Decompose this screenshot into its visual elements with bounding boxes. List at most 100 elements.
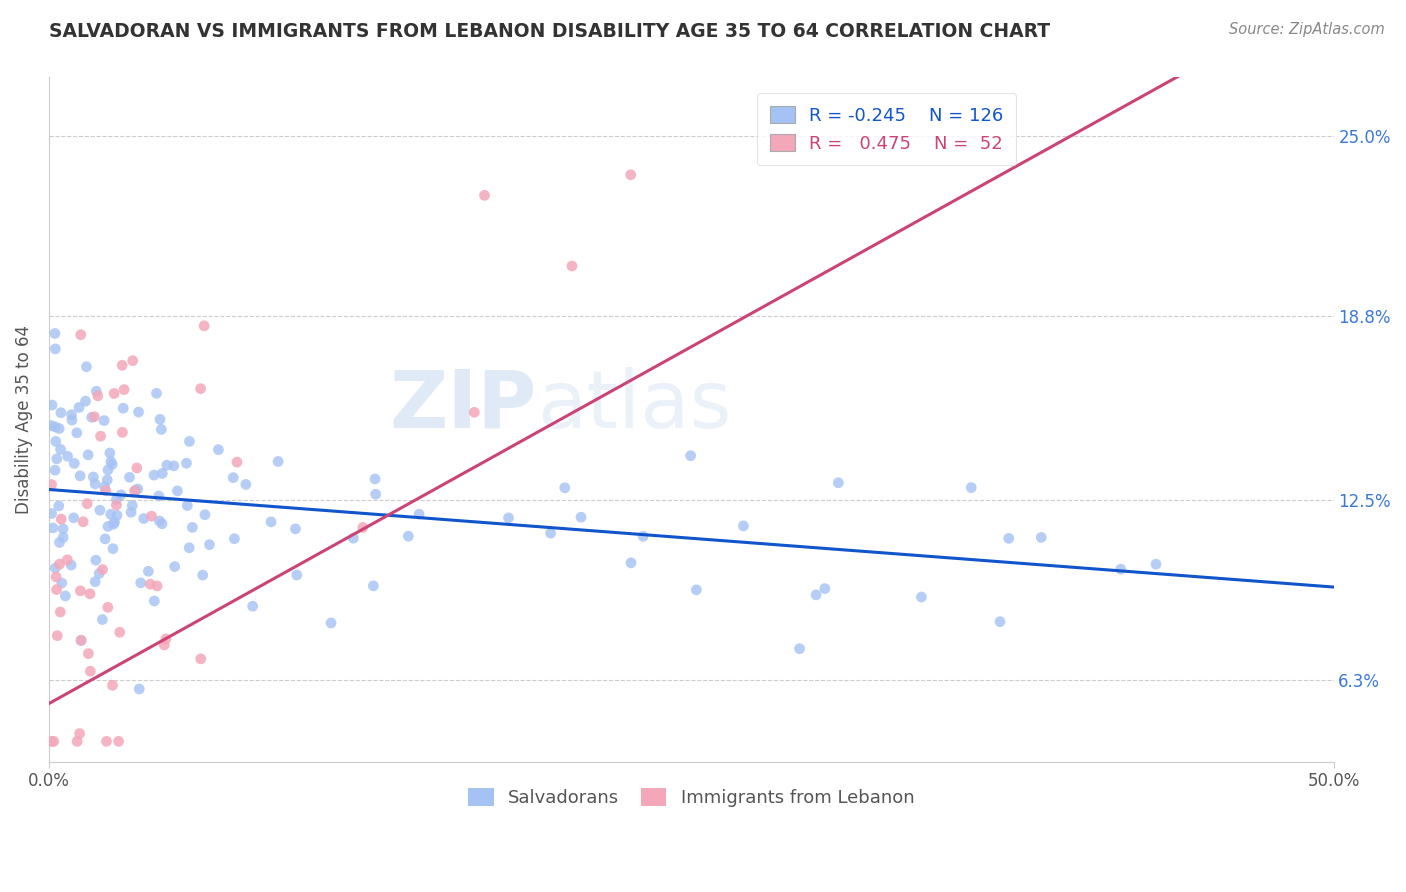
Point bbox=[44, 342, 66, 356]
Point bbox=[463, 405, 485, 419]
Point bbox=[79, 587, 101, 601]
Point bbox=[166, 483, 188, 498]
Point bbox=[105, 498, 128, 512]
Point bbox=[814, 582, 837, 596]
Point bbox=[733, 519, 755, 533]
Point bbox=[91, 563, 114, 577]
Point bbox=[48, 421, 70, 435]
Point bbox=[93, 413, 115, 427]
Point bbox=[46, 629, 69, 643]
Point bbox=[988, 615, 1011, 629]
Point bbox=[149, 412, 172, 426]
Point bbox=[207, 442, 229, 457]
Point bbox=[408, 507, 430, 521]
Point bbox=[176, 499, 198, 513]
Point bbox=[121, 499, 143, 513]
Point bbox=[42, 521, 65, 535]
Point bbox=[498, 511, 520, 525]
Point bbox=[235, 477, 257, 491]
Point bbox=[181, 520, 204, 534]
Point bbox=[44, 326, 66, 341]
Point bbox=[260, 515, 283, 529]
Point bbox=[193, 318, 215, 333]
Point bbox=[319, 615, 342, 630]
Point bbox=[153, 638, 176, 652]
Point bbox=[89, 503, 111, 517]
Point bbox=[363, 579, 385, 593]
Point bbox=[79, 664, 101, 678]
Point bbox=[198, 538, 221, 552]
Point bbox=[41, 477, 63, 491]
Point bbox=[41, 507, 63, 521]
Point bbox=[146, 579, 169, 593]
Point bbox=[45, 570, 67, 584]
Point bbox=[67, 401, 90, 415]
Point bbox=[128, 405, 150, 419]
Point bbox=[191, 568, 214, 582]
Point bbox=[284, 522, 307, 536]
Point bbox=[1144, 558, 1167, 572]
Point bbox=[97, 463, 120, 477]
Point bbox=[118, 470, 141, 484]
Point bbox=[143, 468, 166, 483]
Point bbox=[561, 259, 583, 273]
Point bbox=[94, 532, 117, 546]
Point bbox=[52, 530, 75, 544]
Point bbox=[150, 467, 173, 481]
Point bbox=[352, 520, 374, 534]
Point bbox=[76, 497, 98, 511]
Point bbox=[396, 529, 419, 543]
Point bbox=[97, 600, 120, 615]
Point bbox=[52, 522, 75, 536]
Point bbox=[45, 434, 67, 449]
Point bbox=[554, 481, 576, 495]
Point bbox=[101, 541, 124, 556]
Point bbox=[69, 583, 91, 598]
Point bbox=[75, 359, 97, 374]
Point bbox=[226, 455, 249, 469]
Point bbox=[285, 568, 308, 582]
Point bbox=[105, 508, 128, 523]
Point bbox=[108, 625, 131, 640]
Y-axis label: Disability Age 35 to 64: Disability Age 35 to 64 bbox=[15, 325, 32, 514]
Point bbox=[97, 519, 120, 533]
Point bbox=[70, 633, 93, 648]
Point bbox=[101, 678, 124, 692]
Point bbox=[179, 541, 201, 555]
Point bbox=[128, 681, 150, 696]
Point bbox=[44, 561, 66, 575]
Point bbox=[163, 559, 186, 574]
Point bbox=[156, 458, 179, 472]
Point bbox=[41, 418, 63, 433]
Point bbox=[364, 487, 387, 501]
Point bbox=[94, 483, 117, 498]
Point bbox=[60, 413, 83, 427]
Point bbox=[789, 641, 811, 656]
Point bbox=[53, 589, 76, 603]
Point bbox=[72, 515, 94, 529]
Point bbox=[91, 613, 114, 627]
Point bbox=[90, 429, 112, 443]
Point bbox=[138, 564, 160, 578]
Point bbox=[631, 529, 654, 543]
Point bbox=[69, 726, 91, 740]
Point bbox=[41, 398, 63, 412]
Point bbox=[48, 535, 70, 549]
Text: ZIP: ZIP bbox=[389, 367, 537, 445]
Point bbox=[569, 510, 592, 524]
Point bbox=[103, 515, 125, 529]
Point bbox=[150, 516, 173, 531]
Point bbox=[163, 458, 186, 473]
Point bbox=[60, 558, 83, 572]
Point bbox=[112, 401, 135, 416]
Point bbox=[145, 386, 167, 401]
Point bbox=[364, 472, 387, 486]
Point bbox=[120, 505, 142, 519]
Point bbox=[129, 575, 152, 590]
Point bbox=[105, 492, 128, 507]
Point bbox=[56, 553, 79, 567]
Point bbox=[1109, 562, 1132, 576]
Point bbox=[194, 508, 217, 522]
Point bbox=[125, 461, 148, 475]
Point bbox=[110, 488, 132, 502]
